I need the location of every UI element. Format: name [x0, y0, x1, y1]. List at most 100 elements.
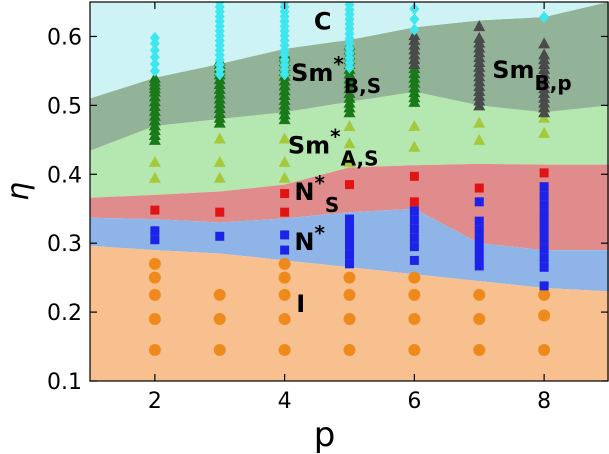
marker-smb-p-triangle — [473, 20, 486, 32]
marker-sm-b-s-triangle — [148, 71, 161, 83]
marker-n--square — [474, 216, 484, 226]
marker-i-circle — [343, 343, 356, 356]
marker-sm-a-s-triangle — [148, 171, 161, 183]
marker-n--square — [345, 241, 354, 251]
marker-n--square — [345, 214, 354, 224]
marker-i-circle — [343, 312, 356, 325]
marker-c-diamond — [409, 13, 420, 26]
marker-i-circle — [148, 257, 161, 270]
marker-c-diamond — [149, 31, 160, 44]
marker-n--square — [150, 226, 160, 236]
marker-sm-a-s-triangle — [408, 140, 421, 152]
marker-n--square — [409, 255, 419, 265]
phase-label-i: I — [296, 290, 305, 318]
marker-c-diamond — [149, 44, 160, 57]
marker-n-s-square — [409, 171, 419, 181]
marker-n--square — [539, 281, 549, 291]
marker-i-circle — [408, 343, 421, 356]
phase-label-sma-s: Sm*A,S — [288, 125, 379, 171]
y-tick-label: 0.3 — [47, 232, 82, 257]
marker-n--square — [539, 191, 549, 201]
marker-n--square — [409, 206, 419, 216]
marker-smb-p-triangle — [538, 48, 551, 60]
marker-n--square — [539, 253, 549, 263]
marker-sm-a-s-triangle — [278, 155, 291, 167]
marker-n-s-square — [345, 180, 354, 190]
marker-sm-a-s-triangle — [343, 120, 356, 132]
marker-c-diamond — [539, 11, 550, 24]
marker-i-circle — [278, 257, 291, 270]
marker-i-circle — [538, 343, 551, 356]
marker-sm-a-s-triangle — [473, 133, 486, 145]
marker-sm-a-s-triangle — [538, 111, 551, 123]
marker-n--square — [215, 231, 225, 241]
marker-sm-a-s-triangle — [213, 132, 226, 144]
marker-i-circle — [148, 312, 161, 325]
marker-sm-a-s-triangle — [473, 116, 486, 128]
marker-n-s-square — [215, 207, 225, 217]
marker-sm-a-s-triangle — [408, 120, 421, 132]
y-tick-label: 0.6 — [47, 25, 82, 50]
plot-frame — [89, 1, 609, 382]
marker-i-circle — [408, 312, 421, 325]
marker-c-diamond — [149, 51, 160, 64]
marker-i-circle — [148, 271, 161, 284]
marker-sm-a-s-triangle — [278, 171, 291, 183]
phase-label-n: N* — [294, 221, 325, 256]
y-tick-label: 0.5 — [47, 94, 82, 119]
marker-n-s-square — [409, 197, 419, 207]
marker-n--square — [539, 226, 549, 236]
marker-n-s-square — [474, 183, 484, 193]
marker-c-diamond — [345, 2, 354, 7]
marker-smb-p-triangle — [473, 31, 486, 43]
marker-n--square — [474, 252, 484, 262]
marker-n--square — [280, 245, 290, 255]
marker-n--square — [409, 224, 419, 234]
marker-n--square — [474, 243, 484, 253]
phase-label-c: C — [314, 8, 332, 36]
marker-i-circle — [343, 288, 356, 301]
marker-i-circle — [343, 271, 356, 284]
marker-i-circle — [408, 271, 421, 284]
marker-i-circle — [278, 343, 291, 356]
marker-sm-a-s-triangle — [148, 155, 161, 167]
marker-i-circle — [278, 271, 291, 284]
marker-n--square — [474, 261, 484, 271]
marker-n--square — [345, 259, 354, 269]
phase-label-smb-s: Sm*B,S — [291, 52, 381, 98]
marker-n--square — [409, 242, 419, 252]
marker-n--square — [539, 235, 549, 245]
marker-n--square — [539, 209, 549, 219]
marker-n-s-square — [280, 207, 290, 217]
x-tick-label: 8 — [537, 389, 551, 414]
marker-i-circle — [538, 309, 551, 322]
marker-i-circle — [213, 312, 226, 325]
marker-smb-p-triangle — [538, 37, 551, 49]
marker-n--square — [345, 223, 354, 233]
marker-n--square — [539, 182, 549, 192]
marker-sm-a-s-triangle — [538, 126, 551, 138]
x-tick-label: 4 — [278, 389, 292, 414]
marker-n--square — [345, 232, 354, 242]
marker-i-circle — [473, 312, 486, 325]
marker-n--square — [409, 233, 419, 243]
marker-n--square — [345, 250, 354, 260]
marker-i-circle — [213, 288, 226, 301]
marker-i-circle — [538, 288, 551, 301]
marker-n--square — [474, 234, 484, 244]
marker-sm-a-s-triangle — [213, 171, 226, 183]
marker-sm-a-s-triangle — [343, 155, 356, 167]
x-tick-label: 2 — [148, 389, 162, 414]
marker-i-circle — [148, 343, 161, 356]
marker-n--square — [280, 230, 290, 240]
marker-n--square — [409, 215, 419, 225]
marker-n-s-square — [150, 205, 160, 215]
marker-n-s-square — [539, 168, 549, 178]
marker-i-circle — [473, 343, 486, 356]
marker-i-circle — [148, 288, 161, 301]
marker-c-diamond — [149, 64, 160, 77]
marker-n--square — [150, 235, 160, 245]
marker-n--square — [539, 244, 549, 254]
